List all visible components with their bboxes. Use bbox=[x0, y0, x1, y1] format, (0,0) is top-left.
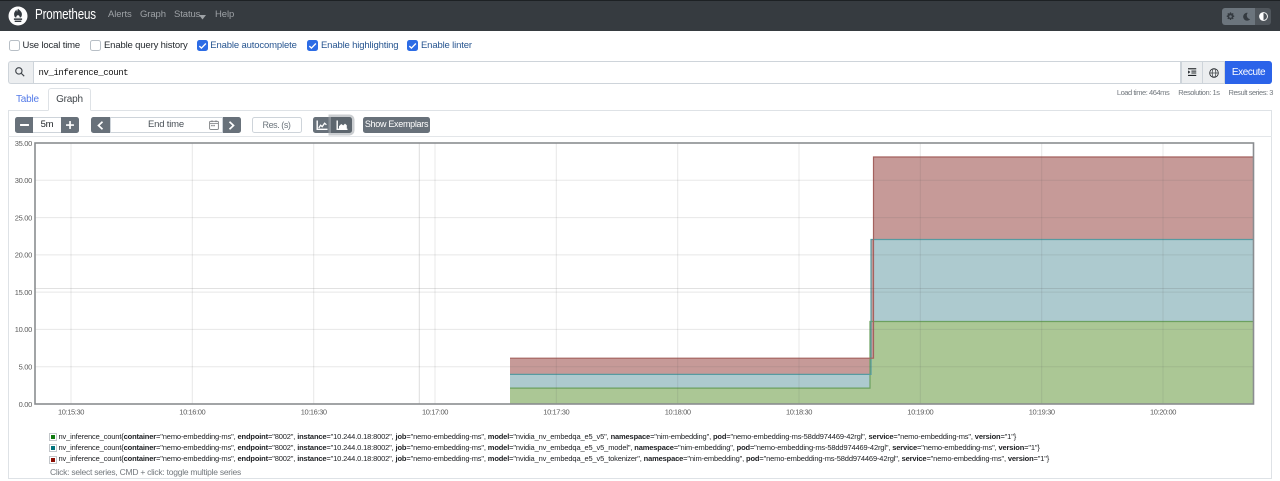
svg-text:25.00: 25.00 bbox=[15, 213, 32, 222]
svg-text:10:16:30: 10:16:30 bbox=[301, 408, 327, 417]
svg-text:10:20:00: 10:20:00 bbox=[1150, 408, 1176, 417]
svg-text:10.00: 10.00 bbox=[15, 325, 32, 334]
svg-text:5.00: 5.00 bbox=[19, 363, 33, 372]
svg-text:10:17:00: 10:17:00 bbox=[422, 408, 448, 417]
svg-text:30.00: 30.00 bbox=[15, 176, 32, 185]
svg-text:20.00: 20.00 bbox=[15, 251, 32, 260]
svg-text:10:15:30: 10:15:30 bbox=[58, 408, 84, 417]
svg-text:35.00: 35.00 bbox=[15, 139, 32, 148]
svg-text:0.00: 0.00 bbox=[19, 400, 33, 409]
svg-text:10:18:00: 10:18:00 bbox=[665, 408, 691, 417]
svg-text:10:16:00: 10:16:00 bbox=[179, 408, 205, 417]
svg-text:10:19:00: 10:19:00 bbox=[907, 408, 933, 417]
svg-text:10:18:30: 10:18:30 bbox=[786, 408, 812, 417]
svg-text:10:17:30: 10:17:30 bbox=[543, 408, 569, 417]
svg-text:15.00: 15.00 bbox=[15, 288, 32, 297]
svg-text:10:19:30: 10:19:30 bbox=[1029, 408, 1055, 417]
